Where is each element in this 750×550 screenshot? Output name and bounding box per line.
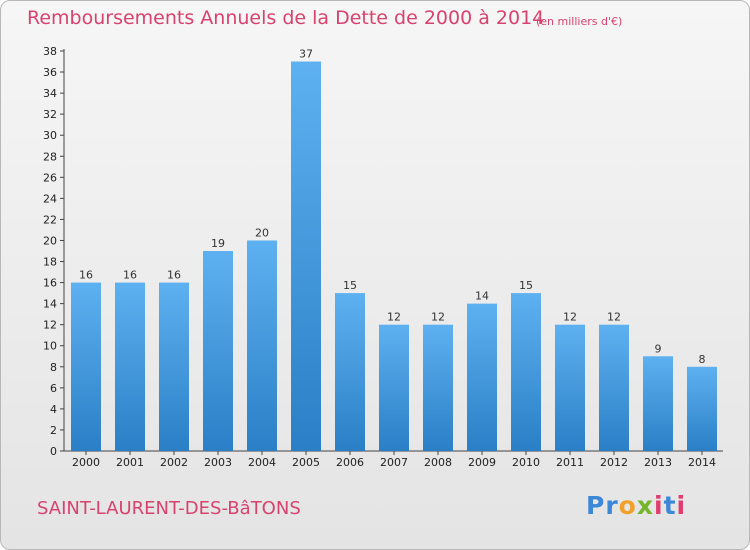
y-tick-label: 28 [43, 150, 57, 163]
bar-value-label: 15 [519, 279, 533, 292]
logo-letter: x [636, 491, 654, 520]
x-tick-label: 2004 [248, 456, 276, 469]
bar [379, 324, 409, 451]
bar [71, 282, 101, 451]
x-tick-label: 2007 [380, 456, 408, 469]
y-tick-label: 18 [43, 256, 57, 269]
proxiti-logo[interactable]: Proxiti [586, 491, 686, 520]
bar-value-label: 9 [655, 342, 662, 355]
bar [643, 356, 673, 451]
logo-letter: i [676, 491, 687, 520]
bar-value-label: 8 [699, 353, 706, 366]
bar-value-label: 16 [79, 269, 93, 282]
x-tick-label: 2002 [160, 456, 188, 469]
bar [203, 251, 233, 451]
y-tick-label: 4 [50, 403, 57, 416]
y-tick-label: 34 [43, 87, 57, 100]
y-tick-label: 6 [50, 382, 57, 395]
bar-value-label: 12 [431, 311, 445, 324]
x-tick-label: 2008 [424, 456, 452, 469]
bar-value-label: 14 [475, 290, 489, 303]
y-tick-label: 12 [43, 319, 57, 332]
y-tick-label: 38 [43, 45, 57, 58]
logo-letter: i [654, 491, 664, 520]
y-tick-label: 0 [50, 445, 57, 458]
chart-unit: (en milliers d'€) [536, 15, 623, 28]
bar [599, 324, 629, 451]
x-tick-label: 2000 [72, 456, 100, 469]
bar [511, 293, 541, 451]
y-tick-label: 20 [43, 234, 57, 247]
bar [115, 282, 145, 451]
logo-letter: o [618, 491, 637, 520]
bar [291, 61, 321, 452]
bar [423, 324, 453, 451]
x-tick-label: 2006 [336, 456, 364, 469]
x-tick-label: 2003 [204, 456, 232, 469]
bar [159, 282, 189, 451]
bar-value-label: 12 [387, 311, 401, 324]
logo-letter: t [663, 491, 677, 520]
bar-value-label: 20 [255, 226, 269, 239]
y-tick-label: 8 [50, 361, 57, 374]
bar [555, 324, 585, 451]
x-tick-label: 2010 [512, 456, 540, 469]
bar-value-label: 19 [211, 237, 225, 250]
logo-letter: P [586, 491, 606, 520]
y-tick-label: 30 [43, 129, 57, 142]
y-tick-label: 14 [43, 298, 57, 311]
bar-value-label: 16 [167, 269, 181, 282]
chart-title: Remboursements Annuels de la Dette de 20… [27, 7, 545, 29]
bar-value-label: 37 [299, 48, 313, 61]
y-tick-label: 2 [50, 424, 57, 437]
y-tick-label: 32 [43, 108, 57, 121]
logo-letter: r [605, 491, 619, 520]
y-tick-label: 24 [43, 192, 57, 205]
y-tick-label: 16 [43, 277, 57, 290]
x-tick-label: 2001 [116, 456, 144, 469]
city-name: SAINT-LAURENT-DES-BâTONS [37, 498, 301, 519]
y-tick-label: 22 [43, 213, 57, 226]
y-tick-label: 10 [43, 340, 57, 353]
x-tick-label: 2014 [688, 456, 716, 469]
x-tick-label: 2011 [556, 456, 584, 469]
bar [467, 303, 497, 451]
y-tick-label: 36 [43, 66, 57, 79]
bar [247, 240, 277, 451]
x-tick-label: 2005 [292, 456, 320, 469]
x-tick-label: 2012 [600, 456, 628, 469]
bar-value-label: 15 [343, 279, 357, 292]
bar-value-label: 12 [607, 311, 621, 324]
bar [687, 366, 717, 451]
bar-value-label: 16 [123, 269, 137, 282]
y-tick-label: 26 [43, 171, 57, 184]
bar [335, 293, 365, 451]
x-tick-label: 2013 [644, 456, 672, 469]
x-tick-label: 2009 [468, 456, 496, 469]
bar-value-label: 12 [563, 311, 577, 324]
